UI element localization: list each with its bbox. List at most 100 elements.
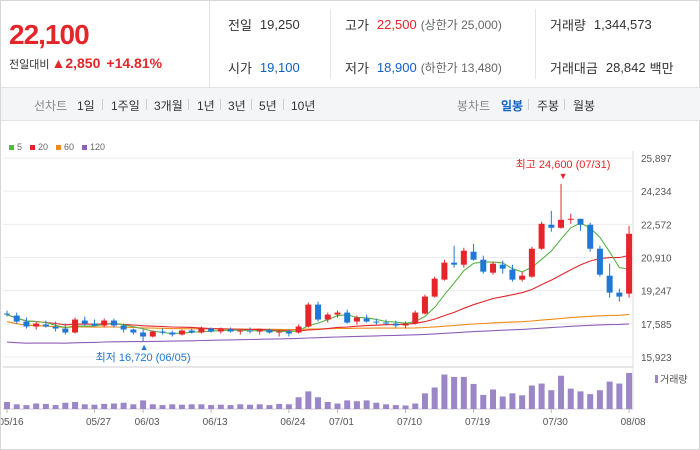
- line-chart-label: 선차트: [34, 99, 68, 113]
- candle-body: [81, 320, 88, 324]
- candle-body: [159, 331, 166, 333]
- candle-body: [101, 320, 108, 326]
- divider: [564, 99, 565, 110]
- volume-bar: [276, 403, 283, 409]
- volume-bar: [169, 404, 176, 409]
- period-5y[interactable]: 5년: [259, 99, 277, 113]
- candle-body: [247, 330, 253, 332]
- volume-bar: [606, 381, 613, 409]
- volume-bar: [490, 389, 496, 409]
- amount-unit: 백만: [649, 61, 674, 76]
- volume-bar: [616, 383, 623, 409]
- candle-chart-label: 봉차트: [457, 99, 491, 113]
- volume-bar: [412, 403, 419, 409]
- volume-bar: [217, 404, 224, 409]
- legend-label: 5: [17, 142, 23, 152]
- candle-body: [470, 251, 477, 260]
- x-tick-label: 05/27: [86, 417, 111, 428]
- candle-body: [110, 320, 117, 326]
- volume-bar: [227, 405, 234, 409]
- candle-body: [363, 318, 370, 322]
- candle-body: [256, 329, 263, 332]
- divider: [102, 99, 103, 110]
- low-label: 저가: [345, 61, 369, 76]
- volume-bar: [509, 393, 516, 409]
- candle-body: [149, 331, 156, 337]
- volume-bar: [596, 390, 603, 409]
- candle-body: [567, 218, 574, 220]
- period-monthly[interactable]: 월봉: [573, 99, 596, 113]
- period-3y[interactable]: 3년: [228, 99, 246, 113]
- chart-toolbar: 선차트 1일 1주일 3개월 1년 3년 5년 10년 봉차트 일봉 주봉 월봉: [1, 87, 700, 121]
- candle-body: [140, 332, 147, 337]
- candle-body: [33, 323, 40, 327]
- low-price: 저가 18,900 (하한가 13,480): [345, 46, 502, 89]
- volume-bar: [159, 405, 166, 409]
- volume-bar: [334, 403, 341, 409]
- volume-bar: [52, 405, 59, 409]
- period-daily[interactable]: 일봉: [501, 99, 524, 113]
- candle-body: [606, 275, 613, 293]
- candle-body: [538, 223, 545, 249]
- volume-bar: [577, 391, 584, 409]
- period-1d[interactable]: 1일: [77, 99, 95, 113]
- candle-body: [276, 331, 283, 333]
- candle-body: [13, 315, 20, 322]
- volume-bar: [587, 394, 594, 409]
- candle-body: [558, 219, 565, 228]
- volume-bar: [344, 400, 351, 409]
- candle-body: [480, 259, 487, 272]
- candle-body: [120, 325, 127, 330]
- volume-bar: [62, 402, 69, 409]
- volume-bar: [421, 393, 428, 409]
- volume-bar: [441, 374, 448, 409]
- divider: [535, 9, 536, 79]
- candle-body: [587, 224, 594, 249]
- divider: [528, 99, 529, 110]
- prev-close: 전일 19,250: [228, 3, 300, 46]
- candle-body: [285, 331, 292, 334]
- volume-bar: [392, 405, 399, 409]
- trade-amount: 거래대금 28,842 백만: [550, 46, 674, 89]
- x-tick-label: 06/13: [203, 417, 228, 428]
- change-percent: +14.81%: [106, 55, 163, 71]
- period-1w[interactable]: 1주일: [111, 99, 140, 113]
- period-3m[interactable]: 3개월: [154, 99, 183, 113]
- divider: [220, 99, 221, 110]
- candle-body: [217, 329, 224, 332]
- volume-bar: [558, 375, 565, 409]
- candle-body: [383, 322, 390, 324]
- candle-body: [198, 327, 205, 333]
- y-tick-label: 19,247: [641, 287, 672, 298]
- legend-item-ma60: 60: [56, 142, 74, 152]
- ma5-line: [6, 222, 630, 335]
- amount-value: 28,842: [605, 60, 646, 75]
- candle-body: [402, 323, 409, 326]
- x-tick-label: 07/30: [543, 417, 568, 428]
- candle-body: [392, 323, 399, 326]
- candle-body: [91, 323, 98, 326]
- candle-body: [353, 317, 360, 322]
- period-weekly[interactable]: 주봉: [537, 99, 560, 113]
- volume-bar: [33, 403, 40, 409]
- x-tick-label: 07/10: [397, 417, 422, 428]
- current-price: 22,100: [9, 19, 90, 50]
- candle-body: [72, 319, 79, 333]
- candle-body: [227, 329, 234, 332]
- period-10y[interactable]: 10년: [291, 99, 316, 113]
- candle-body: [373, 321, 380, 323]
- x-tick-label: 07/01: [329, 417, 354, 428]
- volume-bar: [383, 404, 390, 409]
- volume-bar: [81, 404, 88, 409]
- ma60-line: [6, 313, 630, 331]
- legend-label: 60: [64, 142, 75, 152]
- lower-limit: (하한가 13,480): [420, 61, 502, 75]
- y-tick-label: 20,910: [641, 254, 672, 265]
- volume-bar: [13, 404, 20, 409]
- volume-bar: [256, 404, 263, 409]
- candle-body: [4, 313, 10, 315]
- low-value: 18,900: [376, 60, 417, 75]
- candle-body: [42, 324, 49, 327]
- period-1y[interactable]: 1년: [197, 99, 215, 113]
